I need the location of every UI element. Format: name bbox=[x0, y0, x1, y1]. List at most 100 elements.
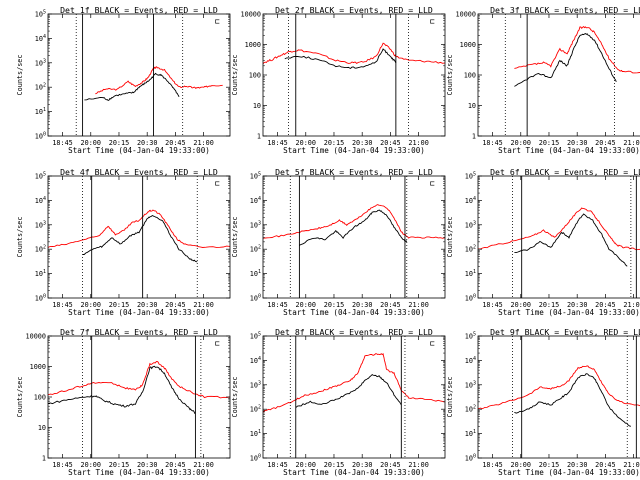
y-tick-label: 1000 bbox=[30, 363, 46, 371]
x-tick-label: 20:15 bbox=[539, 461, 559, 469]
events-series-line bbox=[514, 373, 631, 427]
lld-series-line bbox=[48, 209, 230, 248]
x-tick-label: 18:45 bbox=[267, 301, 287, 309]
x-tick-label: 20:00 bbox=[296, 139, 316, 147]
y-tick-label: 100 bbox=[34, 394, 46, 402]
x-tick-label: 20:15 bbox=[109, 301, 129, 309]
y-tick-label: 102 bbox=[35, 245, 46, 254]
x-tick-label: 20:30 bbox=[352, 301, 372, 309]
x-tick-label: 20:00 bbox=[511, 301, 531, 309]
y-tick-label: 100 bbox=[465, 454, 476, 463]
x-tick-label: 20:15 bbox=[539, 301, 559, 309]
chart-panel-1: Det 1f BLACK = Events, RED = LLD ⊏ 100 101 1… bbox=[16, 5, 231, 155]
x-tick-label: 20:15 bbox=[324, 301, 344, 309]
chart-title: Det 1f BLACK = Events, RED = LLD bbox=[60, 5, 218, 15]
y-tick-label: 105 bbox=[250, 332, 261, 341]
chart-panel-2: Det 2f BLACK = Events, RED = LLD ⊏ 1 10 100 1… bbox=[231, 5, 446, 155]
y-tick-label: 1 bbox=[257, 133, 261, 141]
x-tick-label: 20:30 bbox=[567, 461, 587, 469]
x-tick-label: 18:45 bbox=[482, 139, 502, 147]
lld-series-line bbox=[478, 365, 640, 410]
y-tick-label: 10 bbox=[253, 102, 261, 110]
x-tick-label: 20:00 bbox=[511, 461, 531, 469]
plot-frame bbox=[47, 13, 231, 137]
y-tick-label: 104 bbox=[250, 356, 261, 365]
plot-frame bbox=[262, 13, 446, 137]
y-axis-label: Counts/sec bbox=[231, 55, 239, 96]
x-axis-label: Start Time (04-Jan-04 19:33:00) bbox=[498, 468, 640, 477]
x-axis-label: Start Time (04-Jan-04 19:33:00) bbox=[498, 146, 640, 155]
y-tick-label: 100 bbox=[464, 72, 476, 80]
plot-frame bbox=[477, 13, 640, 137]
chart-title: Det 9f BLACK = Events, RED = LLD bbox=[490, 327, 640, 337]
x-axis-label: Start Time (04-Jan-04 19:33:00) bbox=[283, 308, 425, 317]
y-tick-label: 105 bbox=[465, 172, 476, 181]
chart-panel-9: Det 9f BLACK = Events, RED = LLD⊏1001011… bbox=[446, 327, 640, 477]
x-tick-label: 18:45 bbox=[482, 301, 502, 309]
x-tick-label: 21:00 bbox=[623, 139, 640, 147]
chart-panel-7: Det 7f BLACK = Events, RED = LLD ⊏ 1 10 100 1… bbox=[16, 327, 231, 477]
x-axis-label: Start Time (04-Jan-04 19:33:00) bbox=[283, 146, 425, 155]
chart-panel-3: Det 3f BLACK = Events, RED = LLD⊏1101001… bbox=[446, 5, 640, 155]
corner-flag: ⊏ bbox=[215, 179, 220, 188]
y-tick-label: 10 bbox=[38, 424, 46, 432]
events-series-line bbox=[514, 32, 617, 87]
chart-title: Det 8f BLACK = Events, RED = LLD bbox=[275, 327, 433, 337]
y-tick-label: 103 bbox=[35, 58, 46, 67]
y-axis-label: Counts/sec bbox=[231, 217, 239, 258]
events-series-line bbox=[82, 214, 198, 263]
y-tick-label: 103 bbox=[250, 220, 261, 229]
y-tick-label: 101 bbox=[250, 269, 261, 278]
x-tick-label: 21:00 bbox=[193, 301, 213, 309]
lld-series-line bbox=[478, 207, 640, 251]
y-tick-label: 100 bbox=[250, 454, 261, 463]
x-tick-label: 20:45 bbox=[595, 139, 615, 147]
chart-title: Det 5f BLACK = Events, RED = LLD bbox=[275, 167, 433, 177]
chart-panel-4: Det 4f BLACK = Events, RED = LLD ⊏ 100 101 1… bbox=[16, 167, 231, 317]
x-tick-label: 20:15 bbox=[109, 139, 129, 147]
x-tick-label: 20:30 bbox=[352, 461, 372, 469]
x-tick-label: 18:45 bbox=[482, 461, 502, 469]
corner-flag: ⊏ bbox=[430, 179, 435, 188]
x-tick-label: 20:00 bbox=[81, 461, 101, 469]
x-tick-label: 20:45 bbox=[595, 461, 615, 469]
y-tick-label: 100 bbox=[465, 294, 476, 303]
corner-flag: ⊏ bbox=[215, 17, 220, 26]
y-tick-label: 10000 bbox=[456, 11, 476, 19]
x-tick-label: 20:00 bbox=[296, 301, 316, 309]
x-tick-label: 20:30 bbox=[137, 461, 157, 469]
x-axis-label: Start Time (04-Jan-04 19:33:00) bbox=[498, 308, 640, 317]
corner-flag: ⊏ bbox=[215, 339, 220, 348]
x-tick-label: 20:15 bbox=[324, 139, 344, 147]
events-series-line bbox=[284, 48, 397, 70]
chart-title: Det 2f BLACK = Events, RED = LLD bbox=[275, 5, 433, 15]
y-tick-label: 104 bbox=[465, 356, 476, 365]
y-tick-label: 105 bbox=[35, 172, 46, 181]
lld-series-line bbox=[95, 66, 223, 95]
chart-title: Det 3f BLACK = Events, RED = LLD bbox=[490, 5, 640, 15]
x-tick-label: 18:45 bbox=[267, 139, 287, 147]
x-tick-label: 20:30 bbox=[137, 301, 157, 309]
x-tick-label: 20:00 bbox=[511, 139, 531, 147]
y-tick-label: 100 bbox=[35, 132, 46, 141]
y-tick-label: 103 bbox=[250, 380, 261, 389]
x-tick-label: 20:45 bbox=[165, 139, 185, 147]
x-tick-label: 20:15 bbox=[109, 461, 129, 469]
y-tick-label: 1000 bbox=[245, 41, 261, 49]
x-tick-label: 20:30 bbox=[567, 301, 587, 309]
plot-frame bbox=[47, 175, 231, 299]
x-axis-label: Start Time (04-Jan-04 19:33:00) bbox=[68, 146, 210, 155]
x-tick-label: 20:30 bbox=[352, 139, 372, 147]
y-axis-label: Counts/sec bbox=[446, 55, 454, 96]
y-tick-label: 101 bbox=[35, 107, 46, 116]
x-tick-label: 21:00 bbox=[408, 301, 428, 309]
x-tick-label: 18:45 bbox=[52, 301, 72, 309]
plot-frame bbox=[477, 335, 640, 459]
corner-flag: ⊏ bbox=[430, 17, 435, 26]
y-tick-label: 101 bbox=[465, 269, 476, 278]
y-axis-label: Counts/sec bbox=[231, 377, 239, 418]
y-tick-label: 101 bbox=[250, 429, 261, 438]
x-tick-label: 20:00 bbox=[296, 461, 316, 469]
y-tick-label: 104 bbox=[465, 196, 476, 205]
